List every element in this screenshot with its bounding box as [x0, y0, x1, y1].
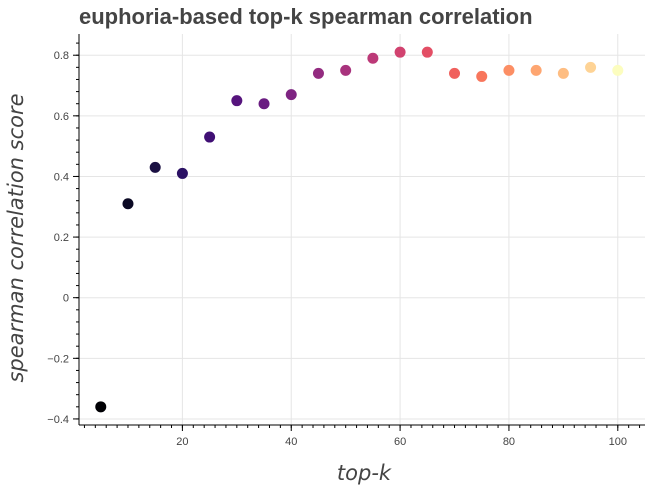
tick-labels: 20 40 60 80 100 −0.4 −0.2 0 0.2 0.4 0.6 0.8: [47, 50, 627, 448]
data-point: [612, 64, 624, 76]
x-tick-label: 20: [176, 436, 188, 448]
data-point: [530, 64, 542, 76]
data-point: [122, 198, 134, 210]
data-point: [367, 52, 379, 64]
y-tick-label: 0.2: [54, 232, 69, 244]
y-tick-label: −0.4: [47, 414, 69, 426]
x-tick-label: 40: [285, 436, 297, 448]
y-tick-label: 0.4: [54, 171, 69, 183]
data-point: [149, 161, 161, 173]
x-tick-label: 80: [503, 436, 515, 448]
x-tick-label: 100: [609, 436, 627, 448]
data-point: [394, 46, 406, 58]
data-point: [503, 64, 515, 76]
gridlines: [79, 34, 645, 425]
y-tick-label: 0: [63, 293, 69, 305]
data-point: [585, 61, 597, 73]
data-point: [421, 46, 433, 58]
data-point: [204, 131, 216, 143]
chart-title: euphoria-based top-k spearman correlatio…: [79, 4, 533, 29]
y-tick-label: 0.8: [54, 50, 69, 62]
y-tick-label: −0.2: [47, 353, 69, 365]
axes: [73, 34, 645, 431]
y-tick-label: 0.6: [54, 111, 69, 123]
data-point: [476, 70, 488, 82]
data-point: [312, 67, 324, 79]
data-point: [176, 167, 188, 179]
data-point: [340, 64, 352, 76]
data-point: [285, 89, 297, 101]
data-point: [449, 67, 461, 79]
data-point: [95, 401, 107, 413]
data-point: [258, 98, 270, 110]
data-point: [557, 67, 569, 79]
x-tick-label: 60: [394, 436, 406, 448]
y-axis-label: spearman correlation score: [4, 93, 28, 382]
data-point: [231, 95, 243, 107]
data-points: [95, 46, 624, 413]
x-axis-label: top-k: [337, 461, 392, 485]
